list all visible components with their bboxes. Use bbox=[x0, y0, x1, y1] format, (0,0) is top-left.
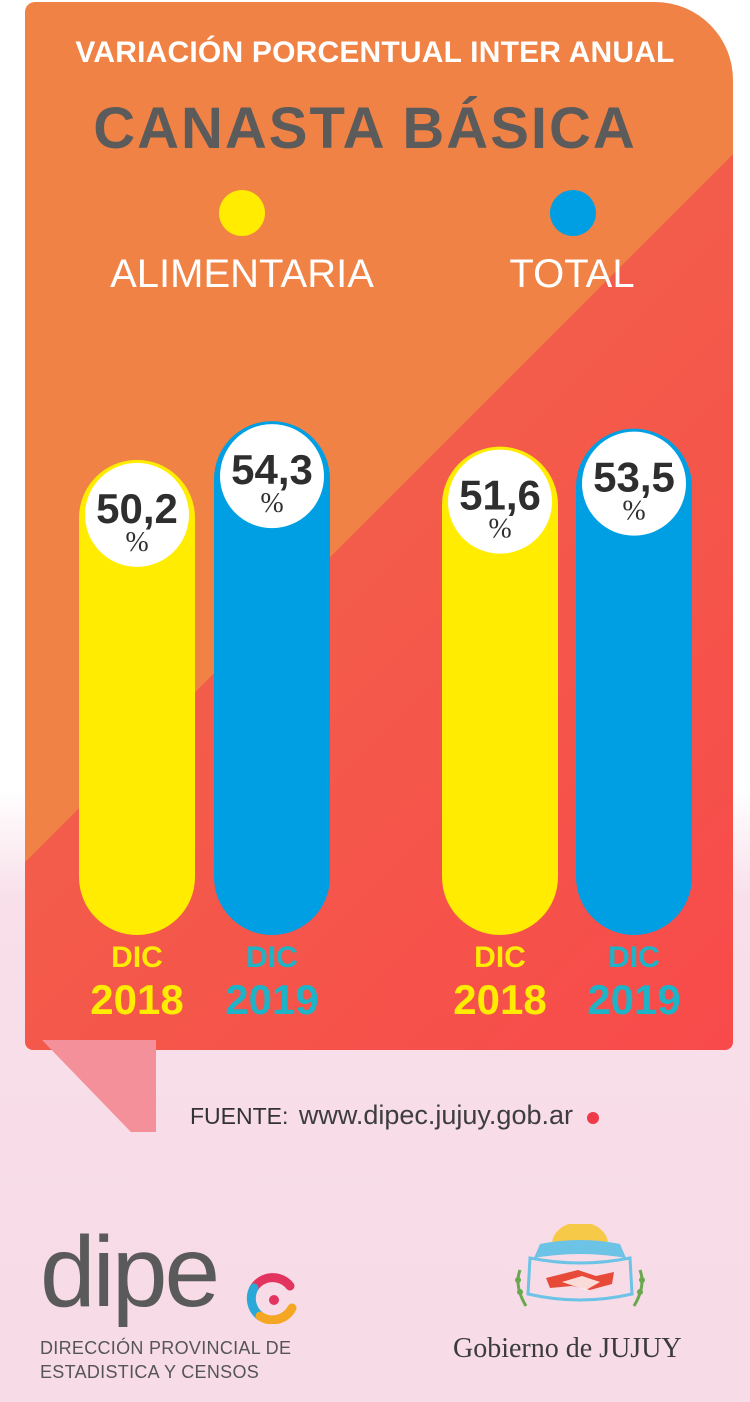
bar-0-unit-label: % bbox=[125, 527, 148, 558]
bar-1-period-year: 2019 bbox=[225, 976, 318, 1023]
legend-dot-total bbox=[550, 190, 596, 236]
bar-1 bbox=[214, 421, 330, 935]
bar-1-value-circle bbox=[220, 424, 324, 529]
bar-2-value-label: 51,6 bbox=[459, 472, 541, 519]
dipec-c-icon bbox=[246, 1273, 297, 1324]
legend-label-alimentaria: ALIMENTARIA bbox=[110, 252, 374, 296]
source-line: FUENTE: www.dipec.jujuy.gob.ar bbox=[190, 1100, 600, 1131]
bar-2-period-month: DIC bbox=[474, 941, 526, 974]
bar-3-period-month: DIC bbox=[608, 941, 660, 974]
bar-3-value-circle bbox=[582, 431, 686, 536]
legend-label-total: TOTAL bbox=[509, 252, 635, 296]
bar-0-period-month: DIC bbox=[111, 941, 163, 974]
bar-0-value-circle bbox=[85, 462, 189, 567]
dipec-wordmark: dipe bbox=[40, 1216, 220, 1328]
chart-subtitle: CANASTA BÁSICA bbox=[93, 96, 637, 161]
bar-0 bbox=[79, 459, 195, 935]
bar-3-value-label: 53,5 bbox=[593, 454, 675, 501]
chart-title: VARIACIÓN PORCENTUAL INTER ANUAL bbox=[75, 36, 675, 69]
bar-2 bbox=[442, 446, 558, 935]
dipec-logo: dipe DIRECCIÓN PROVINCIAL DE ESTADISTICA… bbox=[40, 1222, 330, 1392]
bar-1-value-label: 54,3 bbox=[231, 446, 313, 493]
jujuy-seal-icon bbox=[515, 1224, 645, 1307]
legend-dot-alimentaria bbox=[219, 190, 265, 236]
speech-tail bbox=[42, 1040, 156, 1132]
bar-1-period-month: DIC bbox=[246, 941, 298, 974]
bar-2-value-circle bbox=[448, 449, 552, 554]
bar-3-period-year: 2019 bbox=[587, 976, 680, 1023]
bar-0-period-year: 2018 bbox=[90, 976, 183, 1023]
bar-1-unit-label: % bbox=[260, 488, 283, 519]
bullet-dot-icon bbox=[587, 1112, 600, 1124]
dipec-caption-line2: ESTADISTICA Y CENSOS bbox=[40, 1362, 260, 1382]
bar-2-unit-label: % bbox=[488, 514, 511, 545]
bar-chart: 50,2%DIC201854,3%DIC201951,6%DIC201853,5… bbox=[79, 421, 692, 1023]
gobierno-wordmark: Gobierno de JUJUY bbox=[453, 1333, 682, 1364]
bar-3 bbox=[576, 428, 692, 935]
bar-0-value-label: 50,2 bbox=[96, 485, 178, 532]
dipec-caption-line1: DIRECCIÓN PROVINCIAL DE bbox=[40, 1338, 292, 1358]
bar-2-period-year: 2018 bbox=[453, 976, 546, 1023]
source-link[interactable]: www.dipec.jujuy.gob.ar bbox=[298, 1100, 573, 1130]
bar-3-unit-label: % bbox=[622, 496, 645, 527]
source-label: FUENTE: bbox=[190, 1103, 289, 1129]
